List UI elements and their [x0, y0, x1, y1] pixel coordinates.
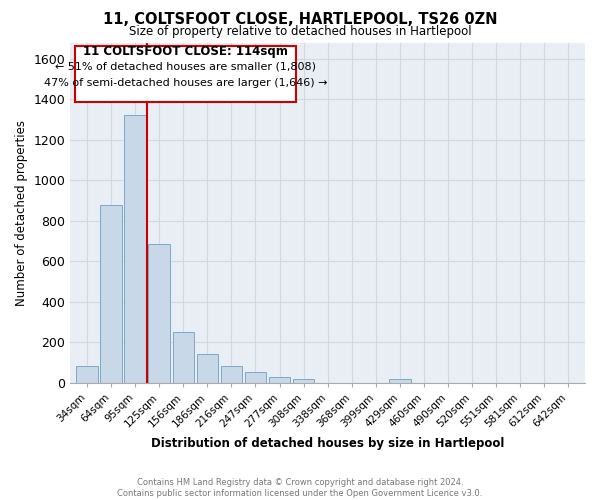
Text: 11, COLTSFOOT CLOSE, HARTLEPOOL, TS26 0ZN: 11, COLTSFOOT CLOSE, HARTLEPOOL, TS26 0Z…: [103, 12, 497, 28]
Bar: [76, 366, 98, 383]
Text: ← 51% of detached houses are smaller (1,808): ← 51% of detached houses are smaller (1,…: [55, 62, 316, 72]
FancyBboxPatch shape: [75, 46, 296, 102]
Text: Contains HM Land Registry data © Crown copyright and database right 2024.
Contai: Contains HM Land Registry data © Crown c…: [118, 478, 482, 498]
Bar: [221, 366, 242, 383]
X-axis label: Distribution of detached houses by size in Hartlepool: Distribution of detached houses by size …: [151, 437, 505, 450]
Bar: [269, 376, 290, 383]
Text: 47% of semi-detached houses are larger (1,646) →: 47% of semi-detached houses are larger (…: [44, 78, 328, 88]
Text: Size of property relative to detached houses in Hartlepool: Size of property relative to detached ho…: [128, 25, 472, 38]
Bar: [124, 116, 146, 383]
Bar: [173, 332, 194, 383]
Bar: [389, 378, 410, 383]
Text: 11 COLTSFOOT CLOSE: 114sqm: 11 COLTSFOOT CLOSE: 114sqm: [83, 45, 288, 58]
Y-axis label: Number of detached properties: Number of detached properties: [15, 120, 28, 306]
Bar: [148, 244, 170, 383]
Bar: [197, 354, 218, 383]
Bar: [245, 372, 266, 383]
Bar: [293, 378, 314, 383]
Bar: [100, 204, 122, 383]
